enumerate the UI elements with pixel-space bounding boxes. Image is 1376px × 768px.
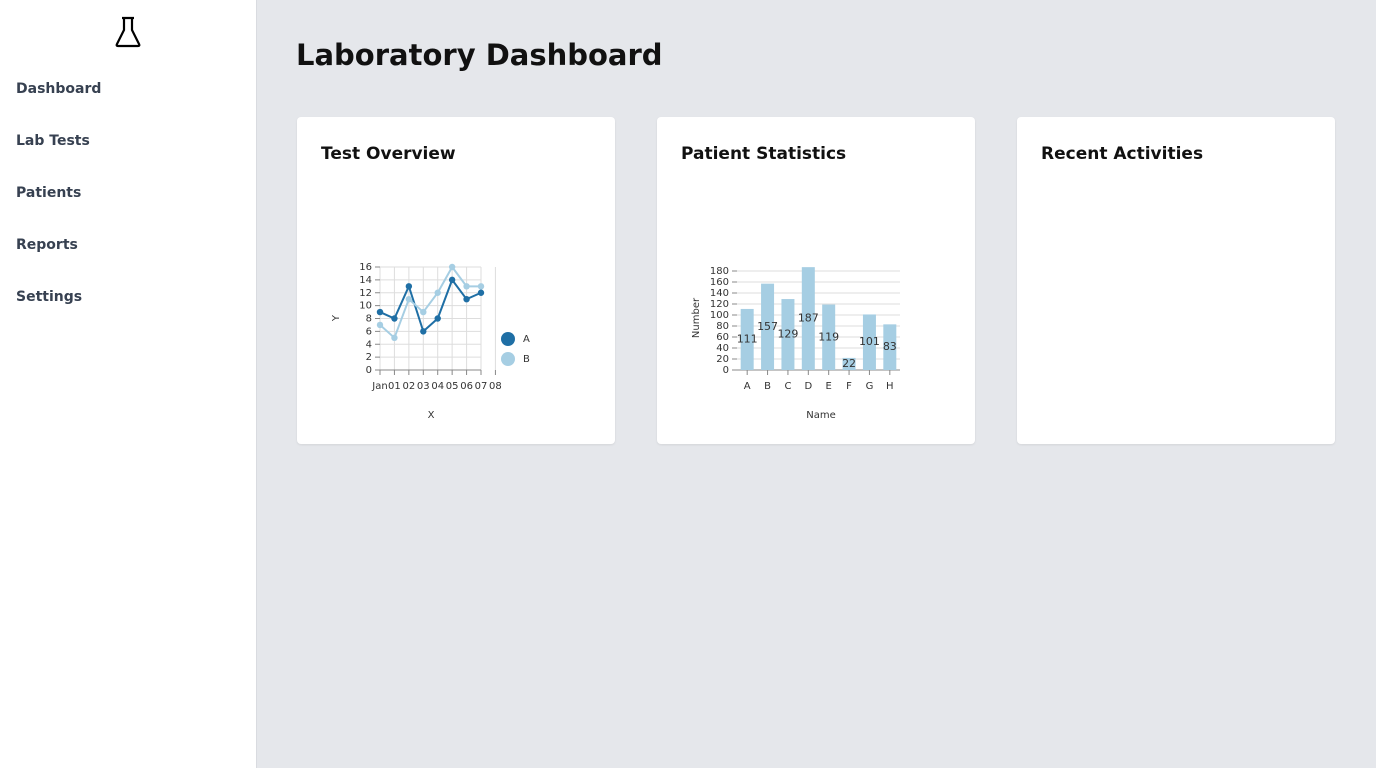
- card-title: Patient Statistics: [681, 144, 847, 164]
- nav-item[interactable]: Settings: [16, 289, 83, 305]
- main: Laboratory Dashboard Test Overview Patie…: [257, 0, 1376, 768]
- card: Test Overview: [297, 117, 615, 444]
- nav-item[interactable]: Dashboard: [16, 81, 102, 97]
- card-title: Recent Activities: [1041, 144, 1204, 164]
- nav-item[interactable]: Lab Tests: [16, 133, 90, 149]
- nav-item[interactable]: Reports: [16, 237, 78, 253]
- card: Recent Activities: [1017, 117, 1335, 444]
- card: Patient Statistics: [657, 117, 975, 444]
- logo: [115, 16, 141, 48]
- card-title: Test Overview: [321, 144, 456, 164]
- sidebar: Dashboard Lab Tests Patients Reports Set…: [0, 0, 257, 768]
- nav-item[interactable]: Patients: [16, 185, 82, 201]
- page-title: Laboratory Dashboard: [296, 38, 663, 72]
